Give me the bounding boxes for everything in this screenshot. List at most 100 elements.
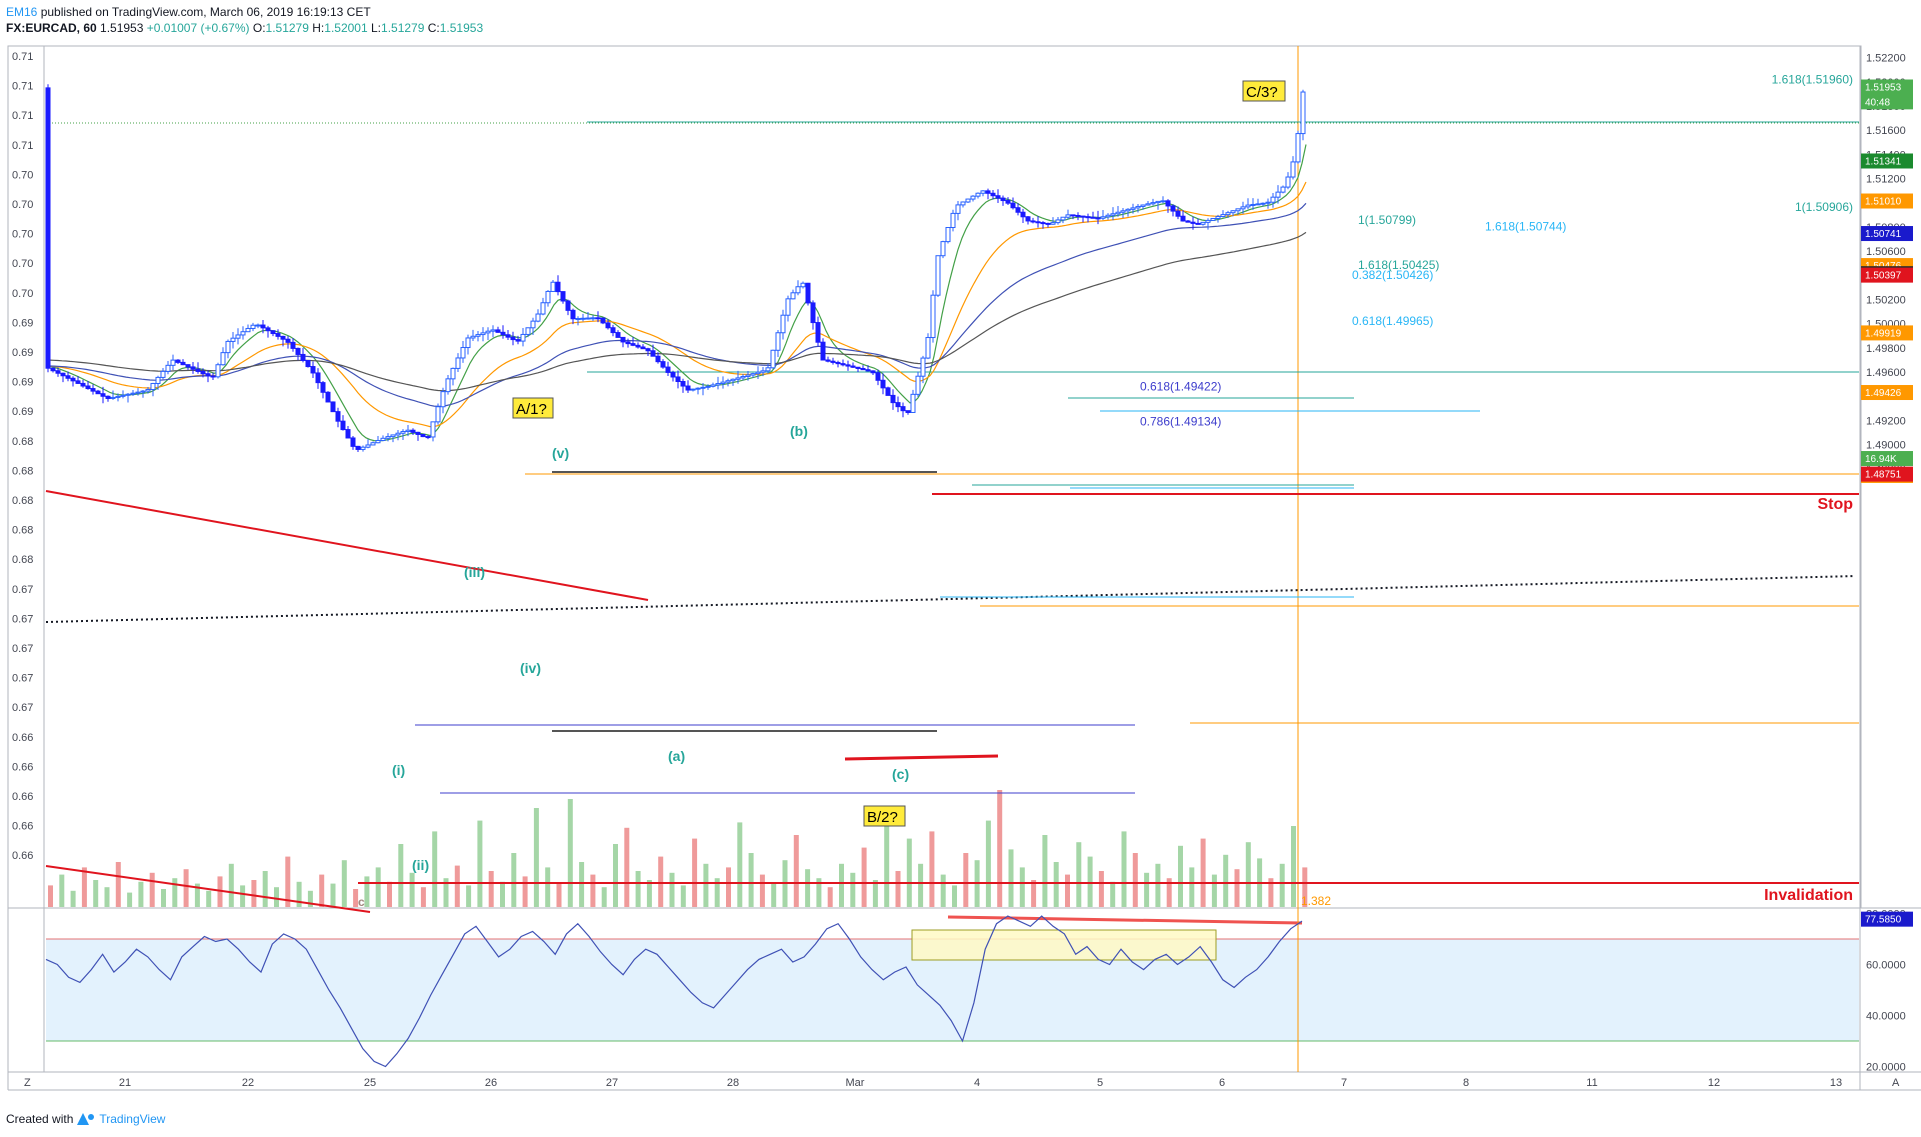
candle-body: [950, 212, 956, 229]
candle-body: [265, 327, 271, 332]
volume-bars: [48, 790, 1308, 907]
candle-body: [1135, 205, 1141, 209]
left-price-scale: 0.71 0.71 0.71 0.71 0.70 0.70 0.70 0.70 0.70 0.69…: [12, 51, 33, 862]
candle-body: [1195, 222, 1201, 225]
candle-body: [995, 195, 1001, 199]
candle-body: [610, 327, 616, 334]
volume-bar: [251, 880, 257, 907]
candle-body: [880, 379, 886, 389]
candle-body: [680, 381, 686, 387]
candle-body: [1045, 222, 1051, 225]
left-price-tick: 0.69: [12, 377, 33, 389]
candle-body: [560, 291, 566, 302]
volume-bar: [579, 862, 585, 907]
volume-bar: [262, 871, 268, 907]
candle-body: [1000, 197, 1006, 202]
wave-label-c: (c): [892, 766, 909, 782]
candle-body: [1115, 211, 1121, 215]
volume-bar: [93, 880, 99, 907]
tradingview-brand[interactable]: TradingView: [99, 1112, 166, 1126]
volume-bar: [759, 874, 765, 907]
volume-bar: [906, 838, 912, 907]
candle-body: [200, 370, 206, 375]
candle-body: [665, 366, 671, 373]
candle-body: [975, 192, 981, 197]
volume-bar: [432, 831, 438, 907]
candle-body: [795, 286, 801, 294]
wave-label-ii: (ii): [412, 857, 429, 873]
volume-bar: [613, 844, 618, 907]
candle-body: [285, 338, 291, 343]
volume-bar: [1098, 871, 1104, 907]
candle-body: [990, 192, 996, 197]
candle-body: [215, 364, 221, 378]
volume-bar: [104, 887, 110, 907]
candle-body: [545, 290, 551, 304]
candle-body: [135, 391, 141, 394]
candle-body: [300, 353, 306, 361]
left-price-tick: 0.69: [12, 406, 33, 418]
left-price-tick: 0.66: [12, 791, 33, 803]
time-tick: 11: [1586, 1077, 1597, 1089]
wave-label-i: (i): [392, 762, 405, 778]
left-price-tick: 0.71: [12, 51, 33, 63]
auto-scale-button[interactable]: A: [1892, 1077, 1900, 1089]
price-badge-box: [1861, 385, 1913, 401]
candle-body: [875, 372, 881, 381]
candle-body: [530, 320, 536, 329]
volume-bar: [918, 863, 924, 907]
header-line-2: FX:EURCAD, 60 1.51953 +0.01007 (+0.67%) …: [6, 20, 483, 36]
price-badge-box: [1861, 226, 1913, 242]
candle-body: [440, 391, 446, 408]
volume-bar: [1053, 862, 1059, 907]
volume-bar: [59, 874, 65, 907]
candle-body: [630, 343, 636, 346]
candle-body: [410, 429, 416, 433]
candle-body: [815, 322, 821, 343]
candle-body: [330, 401, 336, 413]
candle-body: [1040, 222, 1046, 225]
candle-body: [1060, 216, 1066, 221]
volume-bar: [556, 883, 562, 907]
candle-body: [885, 387, 891, 396]
price-badge-box: [1861, 193, 1913, 209]
volume-bar: [1065, 874, 1070, 907]
black-dotted-trend: [45, 575, 1856, 623]
candle-body: [1140, 204, 1146, 207]
tag-a1-box: [512, 397, 554, 419]
candle-body: [590, 317, 596, 320]
candle-body: [775, 332, 781, 351]
header-line-1: EM16 published on TradingView.com, March…: [6, 4, 483, 20]
left-price-tick: 0.67: [12, 584, 33, 596]
candle-body: [1270, 196, 1276, 203]
candle-body: [280, 335, 286, 340]
open-value: 1.51279: [265, 21, 309, 35]
candle-body: [710, 384, 716, 387]
candle-body: [65, 375, 71, 379]
volume-bar: [115, 862, 121, 907]
candle-body: [895, 402, 901, 408]
volume-bar: [70, 890, 76, 907]
volume-bar: [1291, 826, 1296, 907]
footer: Created with TradingView: [6, 1112, 165, 1126]
candle-body: [70, 377, 76, 382]
candle-body: [575, 318, 581, 321]
author-name[interactable]: EM16: [6, 5, 38, 19]
volume-bar: [466, 885, 472, 907]
candle-body: [1075, 214, 1081, 217]
candle-body: [405, 429, 411, 433]
candle-body: [790, 292, 796, 300]
candle-body: [1190, 221, 1196, 224]
left-price-tick: 0.71: [12, 140, 33, 152]
candle-body: [695, 387, 701, 390]
candle-body: [390, 434, 396, 438]
red-trendline-lower: [45, 865, 371, 913]
volume-bar: [1008, 849, 1014, 907]
candle-body: [1180, 215, 1186, 222]
candle-body: [1125, 208, 1131, 212]
candle-body: [1085, 216, 1091, 219]
volume-bar: [1155, 863, 1161, 907]
candle-body: [1295, 133, 1301, 163]
zoom-button[interactable]: Z: [24, 1077, 31, 1089]
